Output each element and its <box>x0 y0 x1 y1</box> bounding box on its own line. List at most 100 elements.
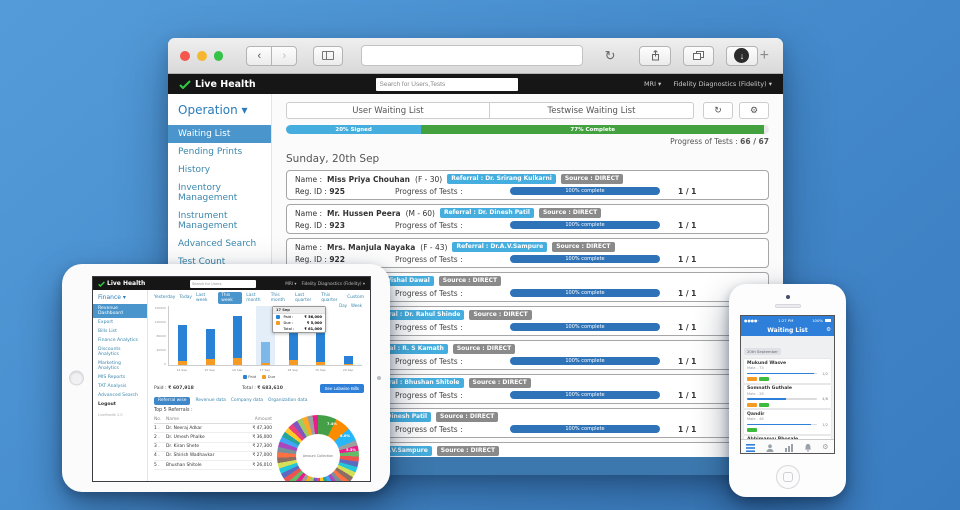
bar-column[interactable] <box>255 306 275 365</box>
global-search-input[interactable] <box>375 77 518 91</box>
download-button[interactable]: ↓ <box>726 45 758 66</box>
patient-card[interactable]: Name : Mr. Hussen Peera (M - 60) Referra… <box>286 204 769 234</box>
legend-label: Due <box>267 374 276 379</box>
row-amount: ₹ 47,300 <box>252 425 272 431</box>
sidebar-item[interactable]: Waiting List <box>168 125 271 143</box>
date-filter[interactable]: Last week <box>196 292 208 303</box>
col-name: Name <box>166 416 179 422</box>
sidebar-item[interactable]: Finance Analytics <box>98 338 138 343</box>
sidebar-item[interactable]: History <box>178 165 211 175</box>
sidebar-toggle-button[interactable] <box>313 45 343 66</box>
phone-home-button <box>775 465 800 489</box>
report-sub-tab[interactable]: Organization data <box>268 398 308 403</box>
tooltip-label: Due : <box>283 321 294 325</box>
bar-column[interactable] <box>316 306 326 365</box>
revenue-bar-chart: Day Week 160000 120000 80000 40000 0 14 Sep 15… <box>154 303 364 380</box>
sidebar-item[interactable]: Inventory Management <box>178 183 238 203</box>
back-icon: ‹ <box>257 49 262 62</box>
phone-list-item[interactable]: Qandir Male - 46 1/2 <box>744 410 831 434</box>
bar-column[interactable] <box>233 306 243 365</box>
org-menu[interactable]: Fidelity Diagnostics (Fidelity) ▾ <box>673 80 772 88</box>
sidebar-item[interactable]: Revenue Dashboard <box>93 304 147 318</box>
settings-button[interactable]: ⚙ <box>739 102 769 119</box>
back-button[interactable]: ‹ <box>246 45 273 66</box>
report-sub-tab[interactable]: Revenue data <box>195 398 226 403</box>
referral-badge: Referral : Dr. Srirang Kulkarni <box>447 174 556 184</box>
row-no: 5 . <box>154 462 160 468</box>
row-amount: ₹ 27,000 <box>252 453 272 459</box>
share-button[interactable] <box>639 45 671 66</box>
tablet-app-logo: Live Health <box>98 280 145 287</box>
tab-stats-icon[interactable] <box>784 437 793 453</box>
sidebar-item[interactable]: Discounts Analytics <box>98 347 121 357</box>
date-filter[interactable]: Last month <box>246 292 261 303</box>
reload-button[interactable]: ↻ <box>599 47 622 65</box>
sidebar-section-title[interactable]: Finance ▾ <box>98 294 126 301</box>
bar-column[interactable] <box>288 306 298 365</box>
sidebar-item[interactable]: Advanced Search <box>178 239 257 249</box>
refresh-button[interactable]: ↻ <box>703 102 733 119</box>
labwise-bills-button[interactable]: See Labwise Bills <box>319 383 364 393</box>
date-filter[interactable]: Yesterday <box>154 295 176 300</box>
date-filter[interactable]: This week <box>218 291 243 304</box>
date-filter[interactable]: Custom <box>347 295 364 300</box>
tab-user-waiting-list[interactable]: User Waiting List <box>286 102 490 119</box>
sidebar-item[interactable]: Pending Prints <box>178 147 243 157</box>
user-menu[interactable]: MRI ▾ <box>643 80 662 88</box>
bar-column[interactable] <box>343 306 353 365</box>
bar-column[interactable] <box>178 306 188 365</box>
sidebar-item[interactable]: Instrument Management <box>178 211 238 231</box>
sidebar-item[interactable]: MIS Reports <box>98 375 126 380</box>
bar-column[interactable] <box>205 306 215 365</box>
tab-testwise-waiting-list[interactable]: Testwise Waiting List <box>490 102 694 119</box>
chart-legend: Paid Due <box>154 374 364 379</box>
tab-waiting-list-icon[interactable] <box>746 437 756 453</box>
tooltip-row: Paid : ₹ 56,000 <box>273 314 325 320</box>
sidebar-section-title[interactable]: Operation ▾ <box>178 103 248 117</box>
date-filter[interactable]: Last quarter <box>295 292 312 303</box>
sidebar-item[interactable]: Export <box>98 320 114 325</box>
sidebar-item[interactable]: Test Count <box>178 257 226 267</box>
tabs-overview-button[interactable] <box>682 45 715 66</box>
traffic-light-minimize[interactable] <box>196 50 207 61</box>
name-label: Name : <box>295 208 323 218</box>
date-filter[interactable]: Today <box>179 295 193 300</box>
tablet-search-input[interactable] <box>189 279 256 288</box>
report-sub-tab[interactable]: Referral wise <box>154 396 191 405</box>
sidebar-item[interactable]: Advanced Search <box>98 393 138 398</box>
org-menu[interactable]: Fidelity Diagnostics (Fidelity) ▾ <box>301 281 365 286</box>
sidebar-item[interactable]: TAT Analysis <box>98 384 127 389</box>
phone-list-item[interactable]: Abhimanyu BhosaleMale - 662/2 <box>744 435 831 439</box>
user-menu[interactable]: MRI ▾ <box>285 281 297 286</box>
source-badge: Source : DIRECT <box>468 378 531 388</box>
tab-alerts-icon[interactable] <box>804 437 812 453</box>
tablet-sidebar-items: Revenue Dashboard Export Bills List Finance… <box>93 304 147 409</box>
test-badges <box>747 402 828 407</box>
patient-card[interactable]: Name : Miss Priya Chouhan (F - 30) Refer… <box>286 170 769 200</box>
phone-list-item[interactable]: Mukund Wasve Male - 73 1/2 <box>744 359 831 383</box>
url-field[interactable] <box>360 45 583 66</box>
reg-id-label: Reg. ID : <box>295 186 327 196</box>
forward-button[interactable]: › <box>271 45 298 66</box>
sidebar-item[interactable]: Logout <box>98 402 116 407</box>
tab-patients-icon[interactable] <box>766 437 774 453</box>
sidebar-item[interactable]: Bills List <box>98 329 117 334</box>
traffic-light-close[interactable] <box>180 50 190 61</box>
gear-icon[interactable]: ⚙ <box>826 327 831 333</box>
phone-list-item[interactable]: Somnath Guthale Male - 28 4/8 <box>744 384 831 408</box>
tab-settings-icon[interactable]: ⚙ <box>822 442 829 451</box>
chart-link[interactable]: Day <box>339 303 348 308</box>
row-no: 2 . <box>154 434 160 440</box>
sidebar-item[interactable]: Marketing Analytics <box>98 361 121 371</box>
new-tab-button[interactable]: + <box>758 47 771 65</box>
traffic-light-zoom[interactable] <box>213 50 224 61</box>
row-name: Dr. Umesh Phalke <box>166 434 205 440</box>
phone-date-pill[interactable]: 20th September <box>744 348 781 355</box>
date-filter[interactable]: This month <box>270 292 286 303</box>
report-sub-tab[interactable]: Company data <box>230 398 264 403</box>
donut-chart-area: 7.4% 6.0% 5.3% Amount Collection <box>272 415 364 481</box>
chart-link[interactable]: Week <box>351 303 362 308</box>
date-filter[interactable]: This quarter <box>321 292 338 303</box>
phone-list: Mukund Wasve Male - 73 1/2 Somnath Guthale M… <box>744 359 831 439</box>
patient-card[interactable]: Name : Mrs. Manjula Nayaka (F - 43) Refe… <box>286 238 769 268</box>
